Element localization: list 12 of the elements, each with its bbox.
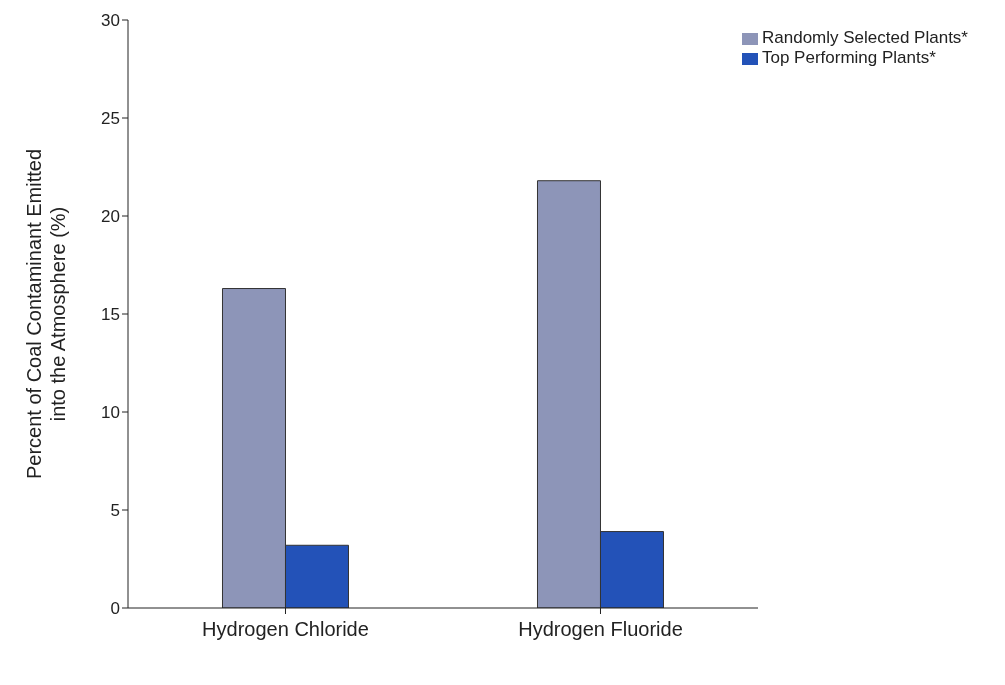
y-axis-title: Percent of Coal Contaminant Emitted into the Atmosphere (%)	[23, 148, 69, 480]
y-tick-label: 30	[101, 11, 120, 31]
legend-label: Randomly Selected Plants*	[761, 28, 968, 47]
y-tick-label: 15	[101, 305, 120, 325]
y-tick-label: 20	[101, 207, 120, 227]
y-tick-label: 5	[110, 501, 120, 521]
x-tick-label: Hydrogen Fluoride	[518, 618, 683, 641]
legend-label: Top Performing Plants*	[761, 48, 936, 67]
y-tick-label: 10	[101, 403, 120, 423]
x-tick-label: Hydrogen Chloride	[202, 618, 369, 641]
y-tick-label: 0	[110, 599, 120, 619]
y-tick-label: 25	[101, 109, 120, 129]
